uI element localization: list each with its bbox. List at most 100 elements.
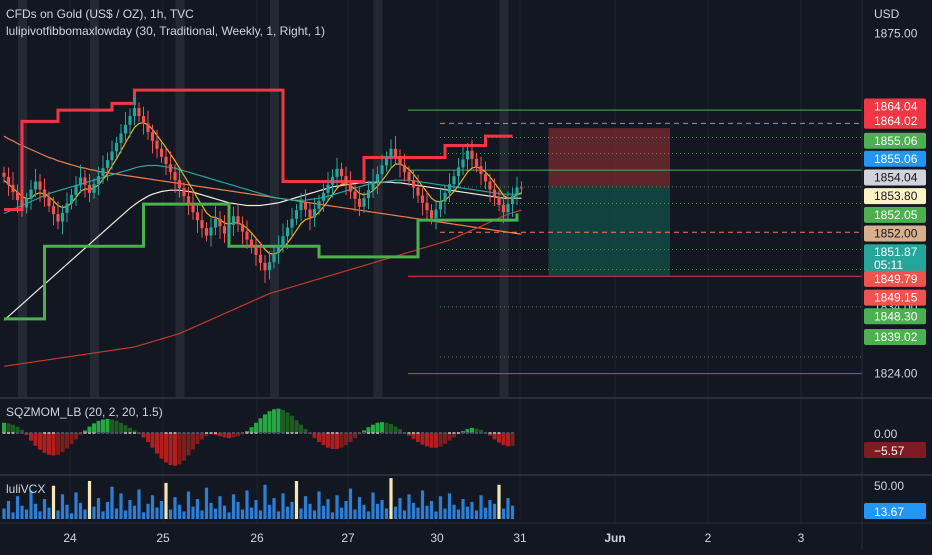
candle-body-43[interactable] bbox=[195, 212, 200, 221]
candle-body-84[interactable] bbox=[380, 165, 384, 175]
candle-body-8[interactable] bbox=[38, 181, 42, 190]
candle-body-95[interactable] bbox=[429, 210, 434, 219]
candle-body-21[interactable] bbox=[96, 176, 101, 185]
candle-body-113[interactable] bbox=[510, 195, 515, 205]
candle-body-90[interactable] bbox=[407, 172, 411, 181]
candle-body-5[interactable] bbox=[24, 198, 29, 208]
candle-body-29[interactable] bbox=[132, 108, 137, 117]
candle-body-106[interactable] bbox=[479, 166, 483, 175]
candle-body-109[interactable] bbox=[492, 189, 497, 197]
candle-body-105[interactable] bbox=[474, 158, 479, 167]
candle-body-57[interactable] bbox=[258, 254, 263, 263]
candle-body-52[interactable] bbox=[236, 216, 240, 225]
candle-body-31[interactable] bbox=[141, 116, 146, 124]
candle-body-59[interactable] bbox=[267, 262, 272, 271]
candle-body-97[interactable] bbox=[438, 201, 443, 210]
candle-body-49[interactable] bbox=[222, 226, 227, 234]
candle-body-19[interactable] bbox=[87, 184, 92, 193]
candle-body-70[interactable] bbox=[317, 200, 321, 209]
candle-body-101[interactable] bbox=[456, 167, 461, 177]
candle-body-58[interactable] bbox=[263, 262, 267, 271]
candle-body-11[interactable] bbox=[51, 206, 56, 215]
candle-body-91[interactable] bbox=[411, 180, 416, 188]
time-axis[interactable]: 24 25 26 27 30 31 Jun 2 3 bbox=[63, 531, 804, 545]
candle-body-50[interactable] bbox=[227, 224, 231, 234]
candle-body-27[interactable] bbox=[123, 124, 128, 134]
candle-body-112[interactable] bbox=[506, 204, 510, 213]
candle-body-7[interactable] bbox=[33, 181, 38, 190]
candle-body-103[interactable] bbox=[465, 150, 470, 160]
candle-body-100[interactable] bbox=[452, 176, 456, 185]
candle-body-47[interactable] bbox=[213, 218, 218, 228]
candle-body-9[interactable] bbox=[42, 189, 47, 198]
candle-body-44[interactable] bbox=[200, 220, 204, 229]
candle-body-65[interactable] bbox=[294, 210, 299, 219]
candle-body-33[interactable] bbox=[150, 132, 155, 141]
candle-body-40[interactable] bbox=[182, 188, 186, 197]
candle-body-83[interactable] bbox=[375, 174, 380, 182]
candle-body-38[interactable] bbox=[173, 172, 177, 181]
candle-body-26[interactable] bbox=[119, 133, 123, 143]
candle-body-86[interactable] bbox=[389, 148, 393, 158]
candle-body-28[interactable] bbox=[128, 116, 132, 125]
candle-body-23[interactable] bbox=[105, 160, 110, 169]
candle-body-53[interactable] bbox=[240, 224, 245, 232]
candle-body-16[interactable] bbox=[74, 185, 78, 195]
candle-body-69[interactable] bbox=[312, 208, 317, 218]
candle-body-80[interactable] bbox=[362, 198, 366, 207]
candle-body-71[interactable] bbox=[321, 192, 326, 201]
candle-body-12[interactable] bbox=[56, 214, 60, 222]
candle-body-76[interactable] bbox=[344, 176, 348, 185]
candle-body-51[interactable] bbox=[231, 216, 236, 225]
candle-body-13[interactable] bbox=[60, 212, 65, 222]
candle-body-78[interactable] bbox=[353, 191, 357, 199]
candle-body-48[interactable] bbox=[218, 218, 222, 227]
candle-body-20[interactable] bbox=[92, 184, 96, 193]
candle-body-60[interactable] bbox=[272, 252, 276, 263]
candle-body-42[interactable] bbox=[191, 204, 195, 213]
candle-body-99[interactable] bbox=[447, 184, 452, 193]
candle-body-92[interactable] bbox=[416, 187, 420, 196]
candle-body-2[interactable] bbox=[11, 184, 15, 193]
candle-body-39[interactable] bbox=[177, 180, 182, 189]
candle-body-98[interactable] bbox=[443, 192, 447, 202]
candle-body-89[interactable] bbox=[402, 164, 407, 173]
stop-zone[interactable] bbox=[548, 128, 671, 187]
candle-body-1[interactable] bbox=[6, 176, 11, 185]
candle-body-66[interactable] bbox=[299, 202, 303, 211]
candle-body-25[interactable] bbox=[114, 142, 119, 152]
position-box[interactable] bbox=[548, 128, 671, 276]
candle-body-96[interactable] bbox=[434, 209, 438, 219]
candle-body-14[interactable] bbox=[65, 203, 69, 213]
candle-body-88[interactable] bbox=[398, 156, 402, 165]
candle-body-32[interactable] bbox=[146, 123, 150, 133]
candle-body-46[interactable] bbox=[209, 227, 213, 236]
candle-body-3[interactable] bbox=[15, 192, 20, 201]
candle-body-79[interactable] bbox=[357, 198, 362, 207]
candle-body-94[interactable] bbox=[425, 202, 429, 211]
candle-body-54[interactable] bbox=[245, 231, 249, 240]
candle-body-63[interactable] bbox=[285, 227, 290, 237]
candle-body-75[interactable] bbox=[339, 168, 344, 177]
candle-body-72[interactable] bbox=[326, 184, 330, 193]
candle-body-93[interactable] bbox=[420, 195, 425, 203]
candle-body-17[interactable] bbox=[78, 177, 83, 186]
candle-body-4[interactable] bbox=[20, 200, 24, 208]
candle-body-41[interactable] bbox=[186, 196, 191, 205]
candle-body-55[interactable] bbox=[249, 239, 254, 248]
candle-body-35[interactable] bbox=[159, 148, 164, 157]
candle-body-37[interactable] bbox=[168, 164, 173, 173]
candle-body-73[interactable] bbox=[330, 176, 335, 185]
candle-body-68[interactable] bbox=[308, 209, 312, 218]
candle-body-61[interactable] bbox=[276, 244, 281, 253]
candle-body-34[interactable] bbox=[155, 140, 159, 149]
candle-body-6[interactable] bbox=[29, 189, 33, 199]
candle-body-104[interactable] bbox=[470, 150, 474, 159]
candle-body-87[interactable] bbox=[393, 148, 398, 157]
candle-body-62[interactable] bbox=[281, 236, 285, 245]
candle-body-110[interactable] bbox=[497, 196, 501, 205]
target-zone[interactable] bbox=[548, 186, 671, 276]
candle-body-85[interactable] bbox=[384, 157, 389, 166]
candle-body-10[interactable] bbox=[47, 197, 51, 207]
